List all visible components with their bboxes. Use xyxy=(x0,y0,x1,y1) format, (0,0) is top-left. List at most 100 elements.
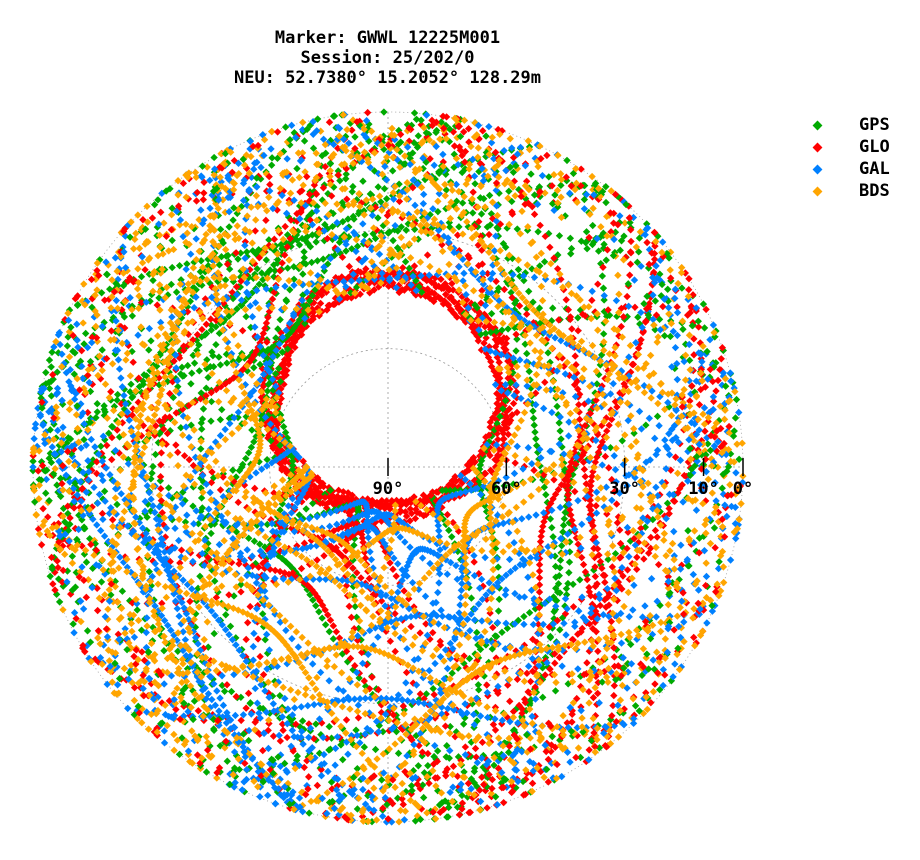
gal-point xyxy=(94,499,102,507)
glo-point xyxy=(562,296,570,304)
gps-point xyxy=(523,349,531,358)
gps-point xyxy=(551,687,560,695)
gps-point xyxy=(477,210,486,218)
gps-point xyxy=(315,608,323,616)
gps-point xyxy=(199,405,208,413)
glo-point xyxy=(82,593,91,602)
glo-point xyxy=(441,722,450,730)
gps-point xyxy=(495,595,503,603)
glo-point xyxy=(585,583,593,592)
gal-point xyxy=(564,432,573,440)
glo-point xyxy=(626,260,635,268)
gal-point xyxy=(610,452,618,460)
gps-point xyxy=(361,231,369,239)
gps-point xyxy=(349,182,357,191)
gps-point xyxy=(168,236,176,245)
gps-point xyxy=(63,342,72,350)
glo-point xyxy=(717,355,725,363)
glo-point xyxy=(591,572,599,581)
gal-point xyxy=(354,701,363,709)
gal-point xyxy=(287,121,296,130)
gps-point xyxy=(318,614,326,622)
glo-point xyxy=(592,502,600,510)
gps-point xyxy=(42,489,50,497)
gal-point xyxy=(670,527,678,536)
gps-point xyxy=(216,361,225,369)
gps-point xyxy=(212,340,220,349)
glo-point xyxy=(363,108,372,117)
glo-point xyxy=(469,188,477,196)
gps-point xyxy=(530,421,538,429)
gal-point xyxy=(249,642,257,651)
glo-point xyxy=(354,714,363,722)
gal-point xyxy=(331,761,339,769)
gps-point xyxy=(197,445,205,453)
glo-point xyxy=(297,564,306,573)
gps-point xyxy=(262,256,271,264)
gal-point xyxy=(317,772,326,780)
gal-point xyxy=(117,374,125,382)
gal-point xyxy=(134,331,142,339)
title-session: Session: 25/202/0 xyxy=(300,48,475,68)
glo-point xyxy=(523,669,531,678)
gps-point xyxy=(175,750,184,759)
gps-point xyxy=(145,346,153,354)
gps-point xyxy=(325,722,333,731)
gps-point xyxy=(514,265,523,274)
gps-point xyxy=(371,745,380,754)
gps-point xyxy=(459,720,468,728)
gps-point xyxy=(321,621,330,629)
glo-ring-point xyxy=(411,514,420,523)
gal-point xyxy=(470,551,478,560)
glo-point xyxy=(251,484,259,492)
gps-point xyxy=(380,108,388,116)
gps-point xyxy=(563,156,571,165)
glo-ring-point xyxy=(399,263,407,272)
gps-point xyxy=(512,347,520,355)
gps-point xyxy=(172,288,181,296)
gps-point xyxy=(276,315,284,324)
glo-point xyxy=(156,473,165,481)
gps-point xyxy=(339,755,347,764)
gal-point xyxy=(411,201,419,210)
glo-point xyxy=(313,781,322,790)
gps-point xyxy=(225,223,233,231)
glo-point xyxy=(262,216,270,224)
gal-point xyxy=(145,324,154,333)
glo-point xyxy=(535,567,544,575)
gal-point xyxy=(623,523,632,532)
gal-point xyxy=(437,606,445,614)
glo-ring-point xyxy=(395,288,403,297)
glo-point xyxy=(345,602,353,611)
gps-point xyxy=(330,112,339,120)
glo-point xyxy=(234,498,242,506)
gal-point xyxy=(470,172,479,180)
glo-point xyxy=(499,798,508,807)
glo-point xyxy=(605,464,613,472)
glo-ring-point xyxy=(402,512,411,520)
glo-point xyxy=(579,560,588,569)
glo-point xyxy=(172,441,180,449)
gal-point xyxy=(732,469,740,477)
gps-point xyxy=(342,175,350,183)
glo-point xyxy=(574,327,582,335)
gps-point xyxy=(82,329,90,338)
gal-point xyxy=(99,476,107,485)
gal-point xyxy=(548,408,556,417)
gal-point xyxy=(703,619,711,627)
gps-point xyxy=(494,607,503,615)
gps-point xyxy=(718,484,726,492)
glo-ring-point xyxy=(437,275,445,283)
gps-point xyxy=(414,132,423,140)
glo-ring-point xyxy=(430,289,439,298)
gps-point xyxy=(108,422,116,431)
gal-point xyxy=(661,436,669,444)
glo-point xyxy=(334,171,343,179)
glo-ring-point xyxy=(407,509,416,518)
glo-point xyxy=(478,738,487,747)
gps-point xyxy=(549,304,557,312)
glo-point xyxy=(243,618,252,627)
glo-point xyxy=(526,677,535,686)
gps-point xyxy=(218,405,226,414)
glo-point xyxy=(631,303,639,311)
